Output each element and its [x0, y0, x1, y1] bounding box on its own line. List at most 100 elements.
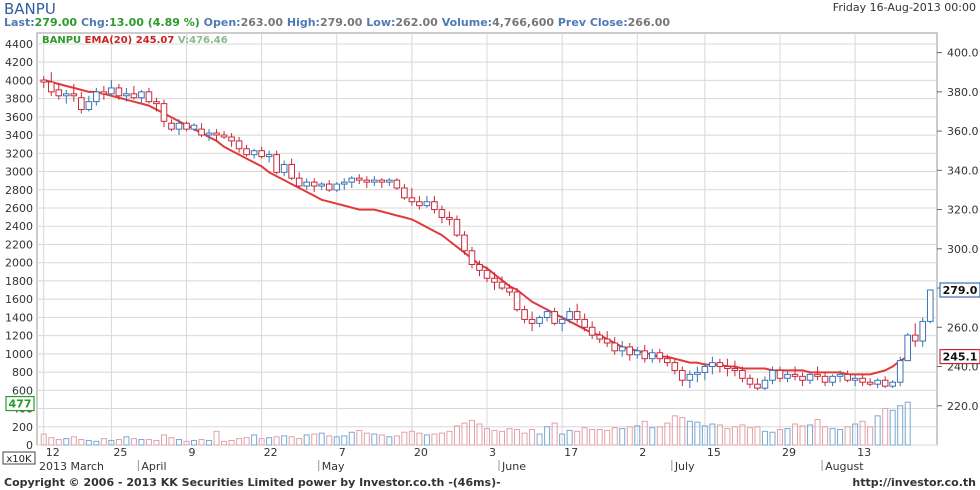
volume-bar	[446, 430, 453, 446]
candle	[784, 370, 791, 383]
candle-body	[371, 179, 378, 183]
legend-ema-value: 245.07	[135, 35, 175, 46]
candle	[754, 378, 761, 391]
month-label: August	[825, 460, 864, 473]
datetime-label: Friday 16-Aug-2013 00:00	[832, 1, 976, 14]
candle-body	[836, 373, 844, 377]
volume-bar	[604, 429, 611, 446]
volume-bar	[191, 439, 198, 446]
candle-body	[123, 93, 130, 97]
volume-badge-box	[5, 395, 35, 412]
volume-bar	[386, 436, 393, 446]
candle-body	[213, 132, 220, 136]
candle	[611, 337, 619, 355]
candle	[551, 307, 558, 326]
volume-bar	[221, 440, 228, 446]
candle	[679, 366, 686, 387]
candle-body	[551, 311, 558, 324]
volume-bar	[634, 425, 641, 446]
candle	[844, 370, 851, 383]
volume-bar	[484, 428, 490, 446]
candle	[671, 358, 679, 375]
date-tick-label: 15	[707, 446, 721, 459]
change-value: 13.00 (4.89 %)	[109, 16, 200, 29]
volume-bar	[453, 425, 460, 446]
volume-bar	[829, 428, 836, 446]
candle	[558, 315, 566, 332]
candle-body	[401, 187, 408, 199]
candle-body	[280, 163, 288, 173]
volume-bar	[566, 429, 573, 446]
candle	[468, 246, 476, 269]
candle	[168, 119, 175, 132]
candle	[423, 195, 431, 208]
candle-body	[573, 311, 581, 320]
volume-bar	[213, 430, 220, 446]
candle-body	[295, 177, 303, 187]
legend-ema-label: EMA(20)	[84, 35, 133, 46]
candle	[175, 119, 183, 136]
high-label: High:	[286, 16, 320, 29]
volume-bar	[63, 438, 70, 446]
candle	[746, 374, 754, 389]
volume-bar	[581, 427, 588, 446]
candle	[153, 97, 160, 112]
candle-body	[423, 201, 431, 207]
candle	[93, 87, 100, 106]
date-tick-label: 29	[782, 446, 796, 459]
candle	[648, 348, 656, 363]
volume-badge-text: 477	[9, 398, 32, 411]
candle	[664, 354, 671, 367]
price-tick-label: 360.0	[947, 125, 979, 138]
candle	[588, 321, 596, 340]
candle-body	[694, 371, 701, 375]
volume-bar	[626, 426, 633, 446]
volume-bar	[55, 439, 62, 446]
volume-bar	[874, 415, 881, 446]
candle	[115, 84, 123, 100]
volume-bar	[664, 422, 671, 446]
candle	[633, 346, 641, 359]
volume-bar	[393, 435, 400, 446]
volume-bar	[228, 439, 235, 446]
candle-body	[761, 379, 769, 389]
volume-bar	[784, 428, 791, 446]
price-tick-label: 320.0	[947, 204, 979, 217]
month-label: June	[501, 460, 526, 473]
date-tick-label: 17	[564, 446, 578, 459]
candle-body	[145, 91, 153, 103]
volume-bar	[724, 428, 731, 446]
candle	[288, 158, 295, 181]
candle-body	[333, 183, 341, 191]
volume-bar	[596, 429, 603, 446]
volume-bar	[499, 430, 506, 446]
date-tick-label: 12	[46, 446, 60, 459]
volume-tick-label: 2800	[5, 184, 33, 197]
candle-body	[243, 148, 250, 156]
volume-bar	[506, 428, 513, 446]
volume-bar	[799, 425, 806, 446]
ema-value-badge-text: 245.1	[943, 351, 978, 364]
candle-body	[776, 369, 784, 379]
candle	[250, 148, 258, 159]
volume-bar	[303, 434, 310, 446]
candle	[626, 342, 634, 361]
candle-body	[416, 201, 423, 207]
volume-bar	[78, 439, 85, 446]
volume-bar	[529, 429, 536, 446]
volume-bar	[326, 435, 333, 446]
candle	[310, 178, 318, 192]
candle	[911, 323, 919, 347]
candle-body	[348, 177, 356, 183]
candle	[258, 146, 265, 159]
candle	[724, 358, 731, 377]
volume-bars	[40, 401, 911, 446]
candle	[851, 374, 859, 387]
footer-link[interactable]: http://investor.co.th	[852, 476, 976, 489]
candle-body	[791, 373, 799, 377]
volume-tick-label: 3800	[5, 93, 33, 106]
candle	[363, 176, 371, 188]
legend-vol-label: V:	[177, 35, 190, 46]
candle-body	[265, 154, 273, 158]
